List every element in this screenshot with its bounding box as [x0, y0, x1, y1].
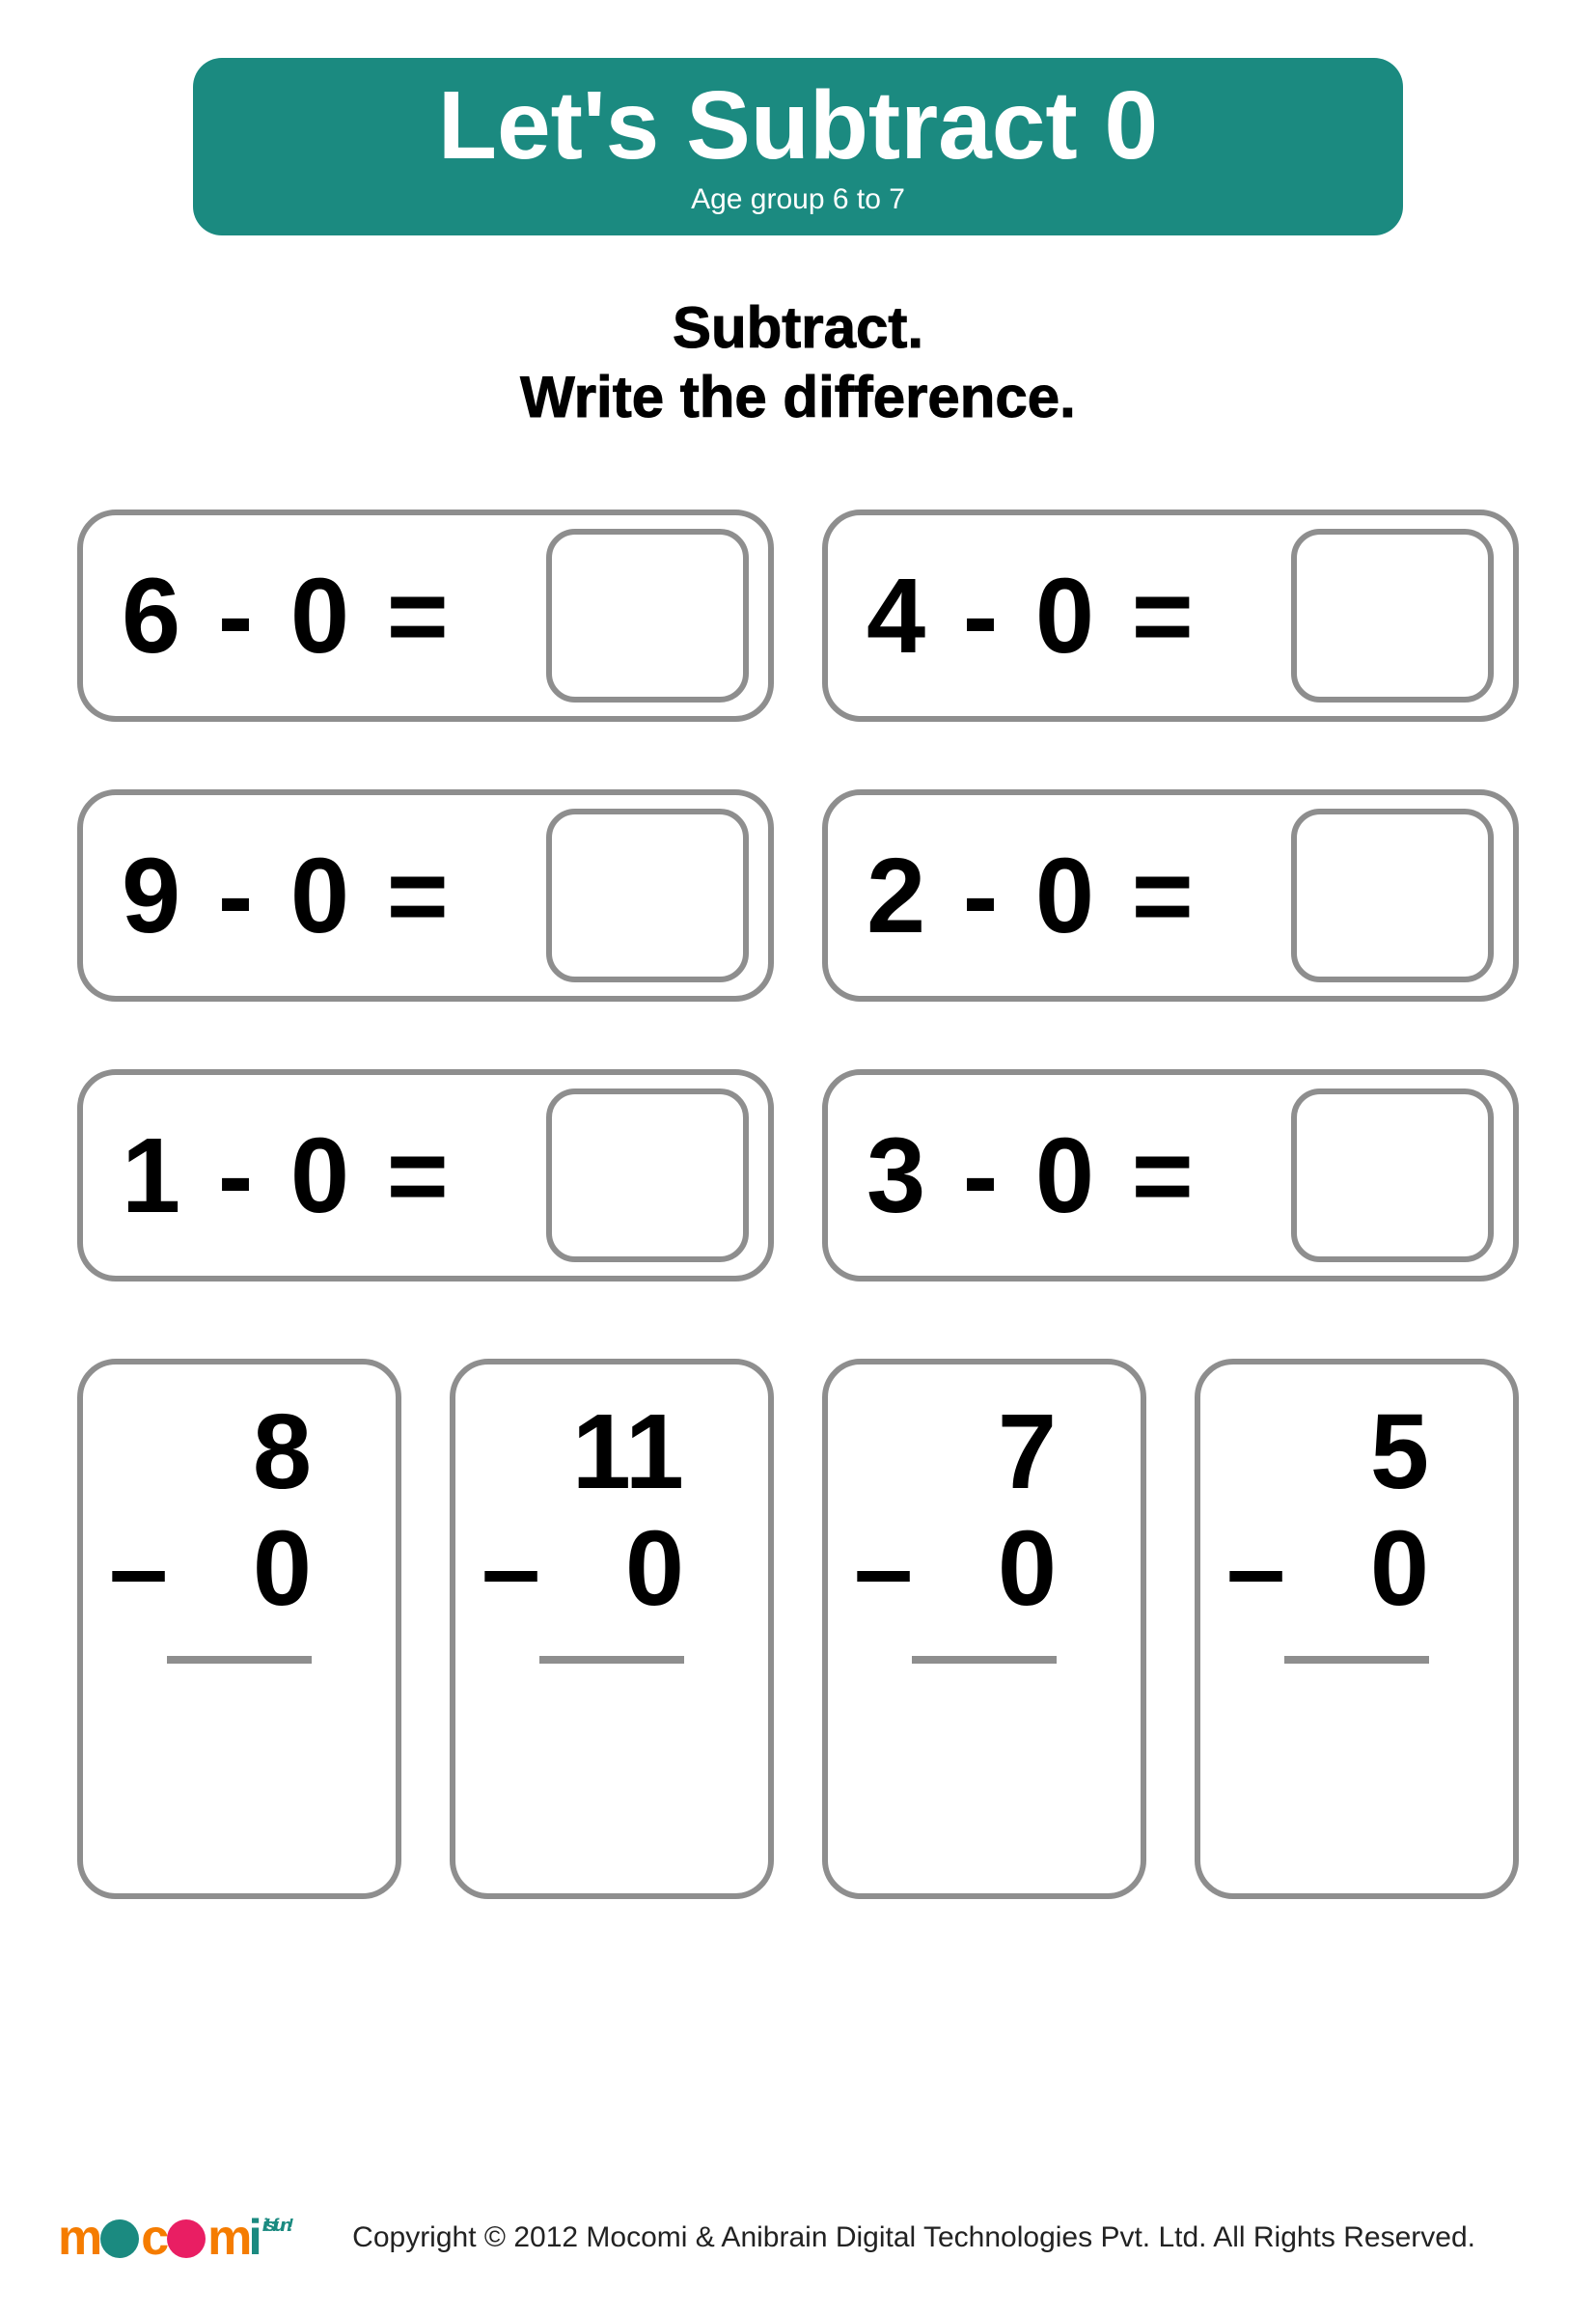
answer-box[interactable] — [1291, 1089, 1494, 1262]
minus-sign: – — [482, 1510, 540, 1627]
minus-sign: – — [109, 1510, 168, 1627]
answer-box[interactable] — [1291, 809, 1494, 982]
vertical-top-number: 8 — [167, 1393, 312, 1510]
problem-card: 2 - 0 = — [822, 789, 1519, 1002]
problem-card: 3 - 0 = — [822, 1069, 1519, 1282]
vertical-bottom-number: – 0 — [1284, 1510, 1429, 1627]
instruction-line-2: Write the difference. — [0, 363, 1596, 432]
logo-letter: m — [58, 2209, 98, 2267]
header-banner: Let's Subtract 0 Age group 6 to 7 — [193, 58, 1403, 235]
logo-letter: c — [141, 2209, 165, 2267]
problem-card: 4 - 0 = — [822, 510, 1519, 722]
problem-expression: 4 - 0 = — [867, 555, 1291, 677]
logo-dot-icon — [167, 2219, 206, 2258]
result-line — [912, 1656, 1057, 1664]
vertical-problem-card: 11 – 0 — [450, 1359, 774, 1899]
problem-expression: 3 - 0 = — [867, 1115, 1291, 1237]
page-title: Let's Subtract 0 — [193, 72, 1403, 179]
problem-card: 9 - 0 = — [77, 789, 774, 1002]
vertical-problems-row: 8 – 0 11 – 0 7 – 0 5 – 0 — [0, 1282, 1596, 1899]
instructions: Subtract. Write the difference. — [0, 293, 1596, 432]
vertical-problem-card: 7 – 0 — [822, 1359, 1146, 1899]
vertical-problem-card: 5 – 0 — [1195, 1359, 1519, 1899]
vertical-bottom-number: – 0 — [912, 1510, 1057, 1627]
copyright-text: Copyright © 2012 Mocomi & Anibrain Digit… — [289, 2221, 1538, 2254]
problem-card: 1 - 0 = — [77, 1069, 774, 1282]
vertical-bottom-number: – 0 — [539, 1510, 684, 1627]
problem-expression: 2 - 0 = — [867, 835, 1291, 957]
vertical-top-number: 5 — [1284, 1393, 1429, 1510]
minus-sign: – — [854, 1510, 913, 1627]
problem-expression: 6 - 0 = — [122, 555, 546, 677]
answer-box[interactable] — [546, 809, 749, 982]
result-line — [167, 1656, 312, 1664]
logo-letter: m — [207, 2209, 248, 2267]
logo-letter: i — [248, 2209, 258, 2267]
minus-sign: – — [1226, 1510, 1285, 1627]
vertical-problem-card: 8 – 0 — [77, 1359, 401, 1899]
problem-expression: 1 - 0 = — [122, 1115, 546, 1237]
horizontal-problems-grid: 6 - 0 = 4 - 0 = 9 - 0 = 2 - 0 = 1 - 0 = … — [0, 432, 1596, 1282]
instruction-line-1: Subtract. — [0, 293, 1596, 363]
answer-box[interactable] — [546, 1089, 749, 1262]
page-subtitle: Age group 6 to 7 — [193, 183, 1403, 216]
footer: m c m i it's fun! Copyright © 2012 Mocom… — [0, 2209, 1596, 2267]
mocomi-logo: m c m i it's fun! — [58, 2209, 289, 2267]
result-line — [1284, 1656, 1429, 1664]
logo-dot-icon — [100, 2219, 139, 2258]
answer-box[interactable] — [546, 529, 749, 703]
vertical-top-number: 11 — [539, 1393, 684, 1510]
logo-tagline: it's fun! — [262, 2216, 289, 2236]
answer-box[interactable] — [1291, 529, 1494, 703]
vertical-bottom-number: – 0 — [167, 1510, 312, 1627]
problem-card: 6 - 0 = — [77, 510, 774, 722]
result-line — [539, 1656, 684, 1664]
problem-expression: 9 - 0 = — [122, 835, 546, 957]
vertical-top-number: 7 — [912, 1393, 1057, 1510]
